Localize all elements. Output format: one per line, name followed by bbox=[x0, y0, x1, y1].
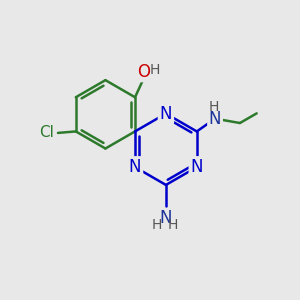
Text: H: H bbox=[208, 100, 219, 114]
Text: H: H bbox=[151, 218, 162, 232]
Text: H: H bbox=[167, 218, 178, 232]
Text: N: N bbox=[160, 105, 172, 123]
Text: Cl: Cl bbox=[39, 125, 53, 140]
Text: N: N bbox=[160, 209, 172, 227]
Text: N: N bbox=[209, 110, 221, 128]
Text: O: O bbox=[137, 63, 150, 81]
Text: N: N bbox=[129, 158, 141, 176]
Text: N: N bbox=[190, 158, 203, 176]
Text: H: H bbox=[149, 63, 160, 76]
